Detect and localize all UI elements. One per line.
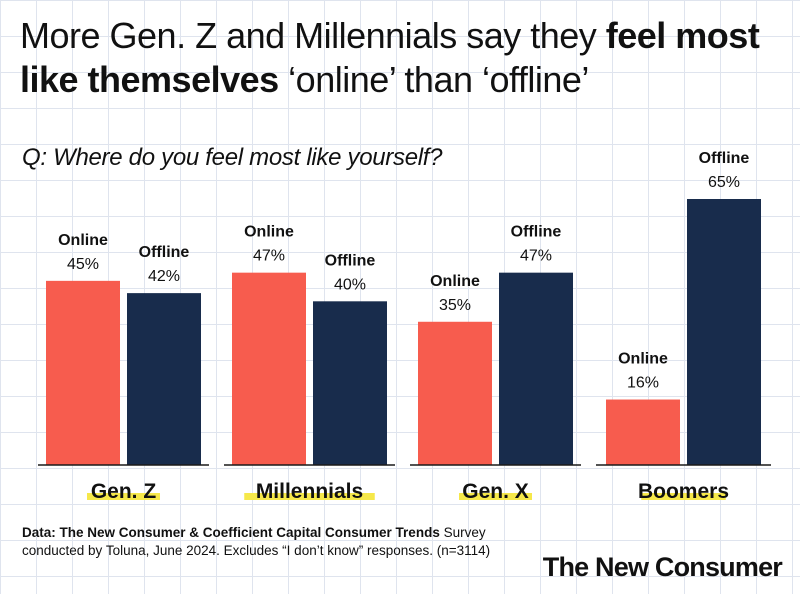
bar-series-label-gen-z-offline: Offline bbox=[139, 244, 190, 261]
category-label-millennials: Millennials bbox=[256, 480, 363, 503]
bar-value-label-millennials-online: 47% bbox=[253, 248, 285, 265]
data-source-note: Data: The New Consumer & Coefficient Cap… bbox=[22, 524, 502, 560]
bar-series-label-millennials-online: Online bbox=[244, 224, 294, 241]
bar-series-label-gen-z-online: Online bbox=[58, 232, 108, 249]
category-label-gen-x: Gen. X bbox=[462, 480, 529, 503]
source-rest: Survey conducted by Toluna, June 2024. E… bbox=[22, 525, 491, 558]
bar-value-label-gen-z-offline: 42% bbox=[148, 268, 180, 285]
brand-logo: The New Consumer bbox=[542, 552, 783, 582]
bar-boomers-offline bbox=[687, 199, 761, 465]
title-part2: ‘online’ than ‘offline’ bbox=[278, 59, 589, 100]
bar-gen-z-offline bbox=[127, 293, 201, 465]
bar-value-label-gen-x-online: 35% bbox=[439, 297, 471, 314]
bar-gen-x-online bbox=[418, 321, 492, 465]
category-label-boomers: Boomers bbox=[638, 480, 729, 503]
bar-boomers-online bbox=[606, 399, 680, 465]
category-highlight-boomers bbox=[641, 493, 726, 500]
bar-value-label-gen-z-online: 45% bbox=[67, 256, 99, 273]
category-highlight-millennials bbox=[244, 493, 375, 500]
bar-gen-z-online bbox=[46, 280, 120, 465]
bar-millennials-offline bbox=[313, 301, 387, 465]
bar-value-label-boomers-online: 16% bbox=[627, 375, 659, 392]
chart-title: More Gen. Z and Millennials say they fee… bbox=[20, 14, 780, 102]
bar-value-label-millennials-offline: 40% bbox=[334, 276, 366, 293]
title-part1: More Gen. Z and Millennials say they bbox=[20, 15, 606, 56]
bar-gen-x-offline bbox=[499, 272, 573, 465]
bar-series-label-gen-x-online: Online bbox=[430, 273, 480, 290]
bar-series-label-boomers-offline: Offline bbox=[699, 150, 750, 167]
category-label-gen-z: Gen. Z bbox=[91, 480, 157, 503]
bar-series-label-gen-x-offline: Offline bbox=[511, 224, 562, 241]
title-bold: feel most like themselves bbox=[20, 15, 760, 100]
source-bold: Data: The New Consumer & Coefficient Cap… bbox=[22, 525, 440, 540]
category-highlight-gen-x bbox=[459, 493, 532, 500]
bar-series-label-boomers-online: Online bbox=[618, 351, 668, 368]
bar-value-label-gen-x-offline: 47% bbox=[520, 248, 552, 265]
bar-value-label-boomers-offline: 65% bbox=[708, 174, 740, 191]
bar-millennials-online bbox=[232, 272, 306, 465]
bar-series-label-millennials-offline: Offline bbox=[325, 252, 376, 269]
survey-question: Q: Where do you feel most like yourself? bbox=[22, 144, 443, 171]
category-highlight-gen-z bbox=[87, 493, 160, 500]
